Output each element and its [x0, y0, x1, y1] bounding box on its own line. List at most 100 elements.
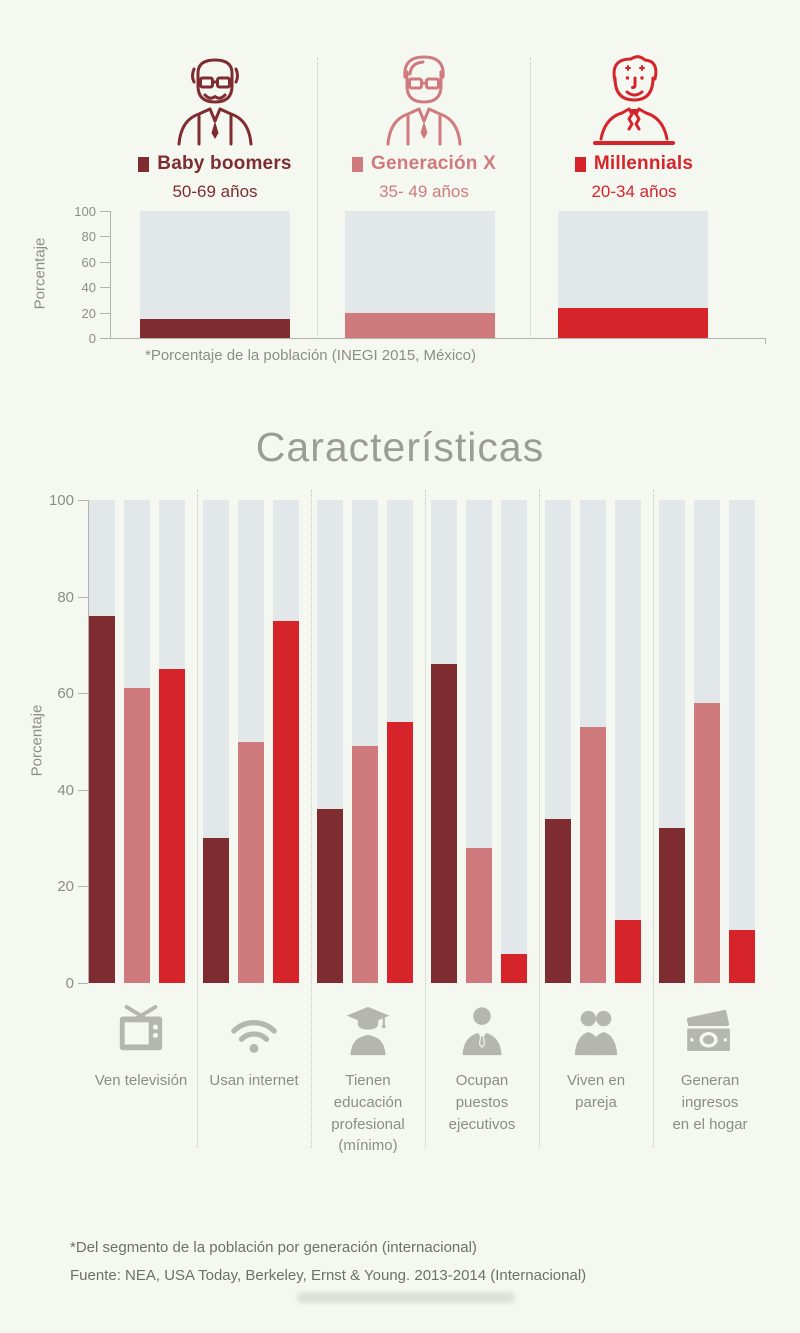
bar-1-2 [273, 620, 299, 983]
bar-2-2 [387, 722, 413, 983]
bar-track-3-2 [501, 500, 527, 983]
bar-0-1 [124, 688, 150, 983]
footer-note: *Del segmento de la población por genera… [70, 1239, 477, 1256]
bar-track-3-0 [431, 500, 457, 983]
population-xaxis-end-tick [765, 338, 766, 344]
y-tick-label-40: 40 [57, 781, 74, 799]
y-tick-mark-20 [100, 312, 110, 314]
category-cell-1: Usan internet [195, 1003, 313, 1092]
divider [311, 490, 312, 1148]
characteristics-plot [0, 500, 800, 983]
category-cell-5: Generan ingresos en el hogar [651, 1003, 769, 1135]
y-tick-mark-60 [100, 261, 110, 263]
population-bar-track-1 [345, 211, 495, 338]
population-plot [110, 211, 766, 338]
legend-baby-boomers: Baby boomers [138, 153, 291, 175]
legend-generacion-x: Generación X [352, 153, 496, 175]
y-tick-mark-0 [100, 338, 110, 339]
bar-track-1-0 [203, 500, 229, 983]
population-bar-2 [558, 307, 708, 338]
category-label-3: Ocupan puestos ejecutivos [448, 1072, 516, 1133]
category-cell-0: Ven televisión [82, 1003, 200, 1092]
bar-2-1 [352, 746, 378, 983]
executive-icon [423, 1003, 541, 1057]
bar-track-2-0 [317, 500, 343, 983]
persona-name-generacion-x: Generación X [371, 153, 496, 174]
bar-group-0 [89, 500, 185, 983]
population-bar-track-0 [140, 211, 290, 338]
divider [530, 58, 531, 338]
population-xaxis-line [110, 338, 766, 339]
category-label-0: Ven televisión [94, 1072, 188, 1089]
bar-track-0-2 [159, 500, 185, 983]
y-tick-label-80: 80 [81, 229, 96, 245]
category-cell-3: Ocupan puestos ejecutivos [423, 1003, 541, 1135]
bar-1-1 [238, 741, 264, 983]
tv-icon [82, 1003, 200, 1057]
bar-track-0-1 [124, 500, 150, 983]
y-tick-label-20: 20 [81, 305, 96, 321]
y-tick-label-60: 60 [57, 685, 74, 703]
bar-group-2 [317, 500, 413, 983]
bar-track-5-0 [659, 500, 685, 983]
man-glasses-icon [374, 52, 474, 148]
bar-4-1 [580, 727, 606, 983]
category-label-4: Viven en pareja [566, 1072, 626, 1111]
y-tick-label-20: 20 [57, 878, 74, 896]
divider [653, 490, 654, 1148]
money-icon [651, 1003, 769, 1057]
category-label-2: Tienen educación profesional (mínimo) [331, 1072, 405, 1155]
y-tick-mark-60 [78, 693, 88, 695]
legend-swatch-generacion-x [352, 156, 364, 172]
divider [197, 490, 198, 1148]
bar-group-3 [431, 500, 527, 983]
bar-2-0 [317, 809, 343, 983]
y-tick-label-0: 0 [65, 975, 74, 992]
personas-header: Baby boomers 50-69 años [0, 52, 800, 202]
bar-0-0 [89, 615, 115, 983]
bar-0-2 [159, 669, 185, 983]
legend-swatch-millennials [574, 156, 586, 172]
couple-icon [537, 1003, 655, 1057]
characteristics-yaxis: 0 20 40 60 80 100 [0, 492, 100, 992]
category-cell-2: Tienen educación profesional (mínimo) [309, 1003, 427, 1157]
young-man-icon [584, 52, 684, 148]
population-yaxis: 0 20 40 60 80 100 [0, 204, 120, 346]
bar-5-1 [694, 702, 720, 983]
population-yaxis-line [110, 211, 111, 339]
persona-millennials: Millennials 20-34 años [529, 52, 739, 202]
bar-track-2-1 [352, 500, 378, 983]
y-tick-mark-80 [78, 596, 88, 598]
wifi-icon [195, 1003, 313, 1057]
bar-1-0 [203, 838, 229, 983]
bar-5-2 [729, 929, 755, 983]
bar-track-5-2 [729, 500, 755, 983]
y-tick-label-40: 40 [81, 280, 96, 296]
y-tick-label-0: 0 [88, 331, 96, 346]
bar-track-5-1 [694, 500, 720, 983]
y-tick-mark-40 [78, 789, 88, 791]
bar-4-2 [615, 920, 641, 983]
persona-age-millennials: 20-34 años [591, 182, 677, 201]
legend-swatch-baby-boomers [138, 156, 150, 172]
graduate-icon [309, 1003, 427, 1057]
footer-source: Fuente: NEA, USA Today, Berkeley, Ernst … [70, 1267, 587, 1284]
persona-baby-boomers: Baby boomers 50-69 años [110, 52, 320, 202]
y-tick-mark-40 [100, 287, 110, 289]
category-label-1: Usan internet [209, 1072, 299, 1089]
category-cell-4: Viven en pareja [537, 1003, 655, 1114]
persona-name-millennials: Millennials [593, 153, 694, 174]
bar-track-4-0 [545, 500, 571, 983]
category-label-5: Generan ingresos en el hogar [672, 1072, 748, 1133]
y-tick-label-100: 100 [74, 204, 96, 219]
divider [539, 490, 540, 1148]
bar-track-4-2 [615, 500, 641, 983]
population-bar-1 [345, 312, 495, 338]
bar-track-1-2 [273, 500, 299, 983]
bar-3-2 [501, 954, 527, 983]
characteristics-yaxis-line [88, 500, 89, 983]
bar-track-4-1 [580, 500, 606, 983]
y-tick-mark-20 [78, 886, 88, 888]
divider [317, 58, 318, 338]
legend-millennials: Millennials [574, 153, 694, 175]
